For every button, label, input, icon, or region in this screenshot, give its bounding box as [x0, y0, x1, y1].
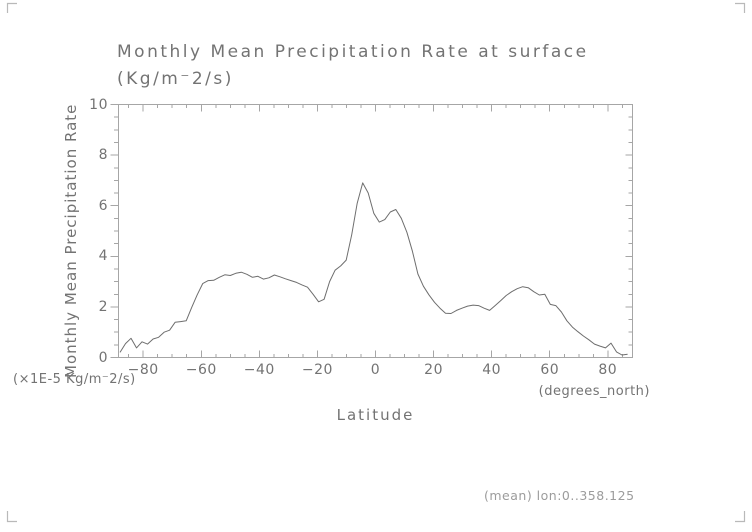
x-tick-label: 40 — [482, 362, 502, 378]
x-tick-label: 60 — [540, 362, 560, 378]
y-tick-label: 0 — [98, 349, 108, 366]
x-tick-label: −60 — [185, 362, 217, 378]
x-tick-label: −80 — [127, 362, 159, 378]
y-tick-label: 10 — [89, 96, 108, 113]
y-tick-label: 6 — [98, 197, 108, 214]
plot-title-line1: Monthly Mean Precipitation Rate at surfa… — [117, 42, 589, 62]
y-tick-label: 4 — [98, 248, 108, 265]
x-axis-units: (degrees_north) — [538, 384, 650, 399]
y-tick-label: 8 — [98, 147, 108, 164]
y-tick-label: 2 — [98, 298, 108, 315]
x-tick-label: −40 — [243, 362, 275, 378]
axis-ticks — [110, 104, 633, 358]
y-axis-units: (×1E-5 Kg/m⁻2/s) — [13, 372, 136, 387]
plot-title-line2: (Kg/m⁻2/s) — [117, 69, 234, 89]
x-axis-title: Latitude — [336, 406, 415, 424]
mean-lon-annotation: (mean) lon:0..358.125 — [484, 488, 635, 503]
corner-crop-marks — [6, 2, 746, 523]
plot-frame — [118, 104, 633, 358]
x-tick-label: 0 — [370, 362, 381, 378]
precipitation-line — [119, 182, 628, 356]
x-tick-label: −20 — [301, 362, 333, 378]
y-axis-title: Monthly Mean Precipitation Rate — [62, 103, 80, 378]
x-tick-label: 20 — [424, 362, 443, 378]
x-tick-label: 80 — [598, 362, 618, 378]
